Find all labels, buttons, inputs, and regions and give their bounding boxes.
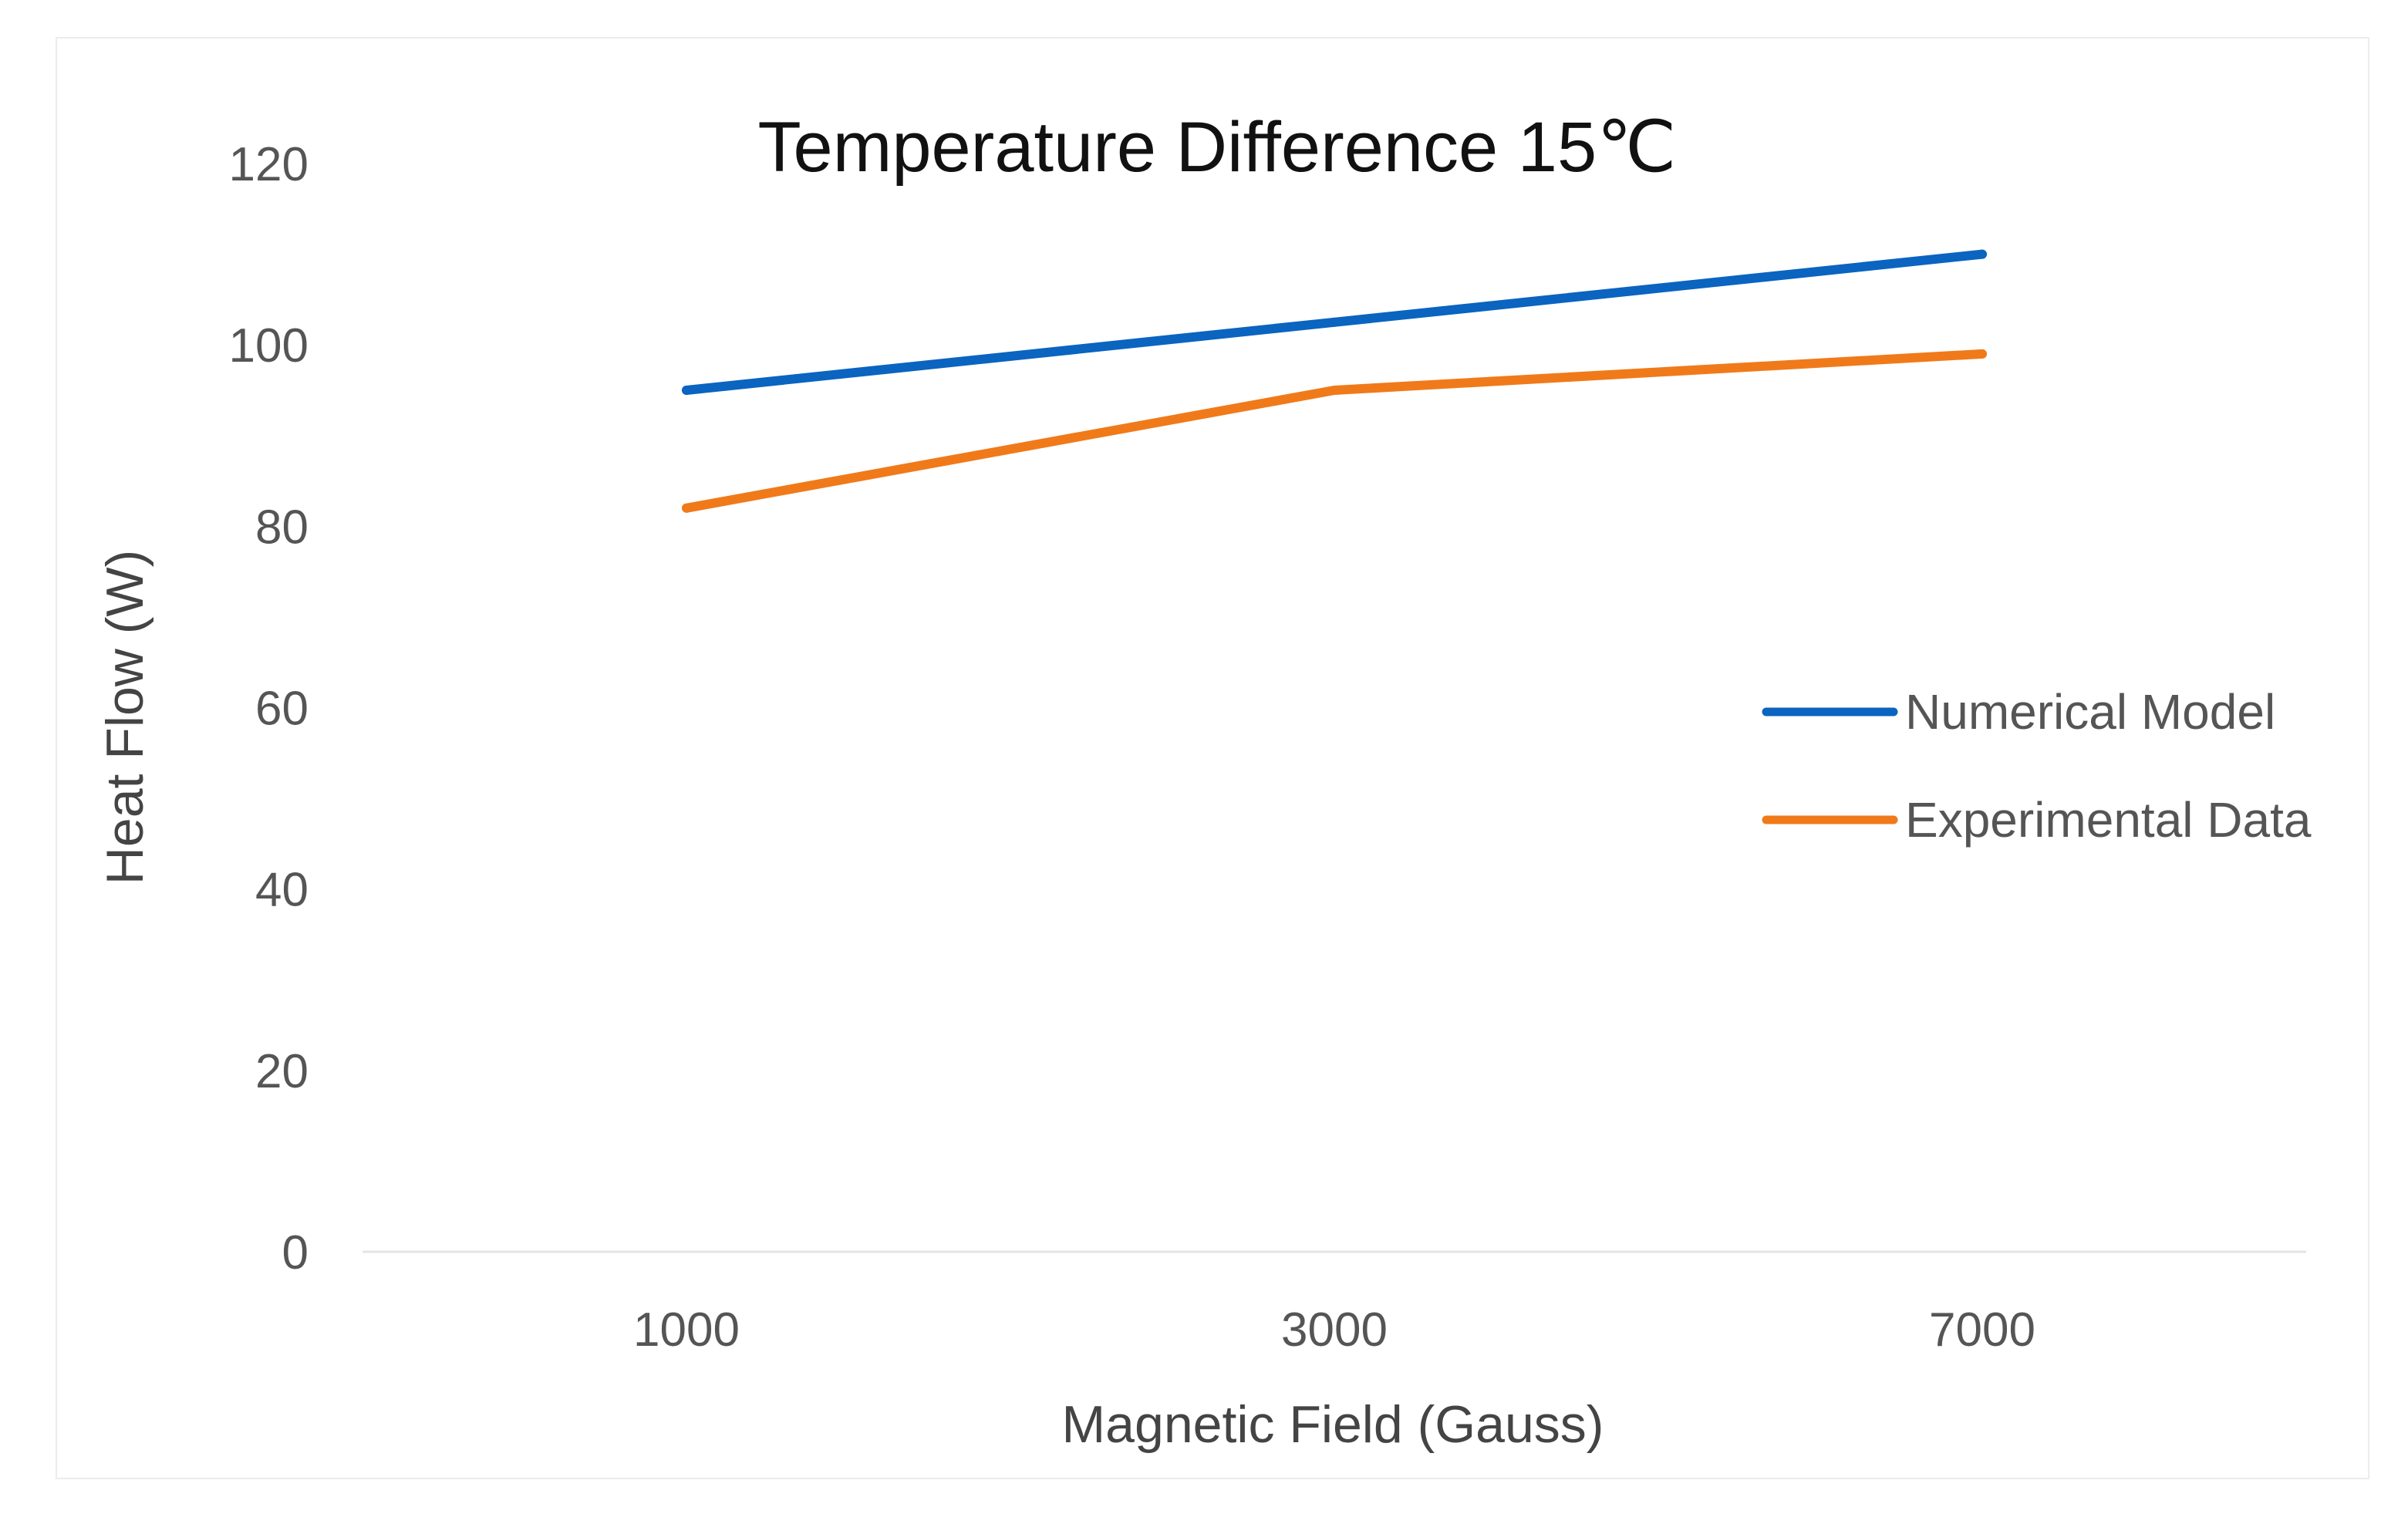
data-point: [1330, 317, 1339, 327]
data-point: [682, 386, 691, 395]
x-tick-label: 1000: [633, 1303, 740, 1357]
data-point: [1978, 249, 1987, 259]
x-axis-label: Magnetic Field (Gauss): [1062, 1395, 1604, 1454]
x-axis-ticks: 1000 3000 7000: [633, 1303, 2035, 1357]
y-tick-label: 80: [255, 501, 309, 554]
chart-title: Temperature Difference 15℃: [758, 108, 1677, 187]
legend-label-experimental-data: Experimental Data: [1905, 792, 2312, 848]
y-tick-label: 100: [229, 319, 309, 373]
chart-frame: [56, 37, 2369, 1479]
legend: Numerical Model Experimental Data: [1762, 684, 2312, 848]
data-point: [1978, 349, 1987, 359]
y-axis-ticks: 0 20 40 60 80 100 120: [229, 138, 309, 1280]
y-tick-label: 20: [255, 1045, 309, 1098]
series-line-experimental-data: [682, 349, 1987, 513]
y-tick-label: 0: [282, 1226, 309, 1280]
data-point: [682, 503, 691, 513]
x-tick-label: 3000: [1281, 1303, 1388, 1357]
x-tick-label: 7000: [1929, 1303, 2035, 1357]
y-tick-label: 120: [229, 138, 309, 191]
y-axis-label: Heat Flow (W): [96, 550, 154, 885]
y-tick-label: 40: [255, 864, 309, 917]
data-point: [1330, 386, 1339, 395]
legend-label-numerical-model: Numerical Model: [1905, 684, 2275, 740]
y-tick-label: 60: [255, 683, 309, 736]
series-lines: [682, 249, 1987, 513]
